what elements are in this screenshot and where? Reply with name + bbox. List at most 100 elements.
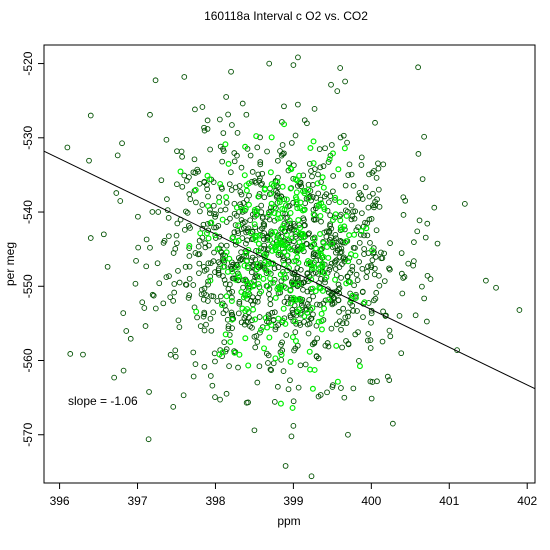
data-point <box>242 205 249 212</box>
data-point <box>244 237 251 244</box>
data-point <box>257 159 264 165</box>
data-point <box>292 318 299 325</box>
data-point <box>321 305 328 312</box>
data-point <box>380 161 387 168</box>
data-point <box>285 300 291 307</box>
data-point <box>173 232 180 239</box>
data-point <box>261 194 268 201</box>
data-point <box>282 463 289 469</box>
data-point <box>340 132 347 139</box>
data-point <box>279 206 286 213</box>
data-point <box>300 172 307 179</box>
data-point <box>365 263 371 270</box>
data-point <box>293 189 300 196</box>
data-point <box>192 250 199 256</box>
data-point <box>231 229 238 236</box>
data-point <box>349 267 356 273</box>
data-point <box>211 249 217 256</box>
data-point <box>268 190 275 197</box>
data-point <box>348 171 355 178</box>
data-point <box>287 358 294 365</box>
slope-annotation: slope = -1.06 <box>68 394 138 408</box>
y-tick-label: -520 <box>21 51 35 75</box>
data-point <box>283 332 290 338</box>
data-point <box>228 187 235 193</box>
data-point <box>210 202 217 209</box>
data-point <box>266 209 272 215</box>
y-tick-label: -540 <box>21 200 35 224</box>
data-point <box>338 274 344 281</box>
data-point <box>273 187 279 194</box>
data-point <box>516 307 523 313</box>
data-point <box>119 140 125 147</box>
data-point <box>200 313 207 320</box>
data-point <box>238 164 245 171</box>
data-point <box>289 306 296 313</box>
data-point <box>304 309 311 316</box>
data-point <box>239 206 246 213</box>
data-point <box>384 373 391 380</box>
data-point <box>267 366 274 373</box>
data-point <box>243 399 250 406</box>
data-point <box>288 226 295 233</box>
data-point <box>364 232 371 239</box>
data-point <box>299 230 306 237</box>
data-point <box>224 268 231 275</box>
data-point <box>205 260 212 267</box>
data-point <box>269 229 276 236</box>
data-point <box>297 224 304 231</box>
data-point <box>333 235 339 242</box>
x-tick-label: 398 <box>205 494 225 508</box>
data-point <box>235 230 242 237</box>
data-point <box>309 241 316 248</box>
data-point <box>295 54 301 61</box>
data-point <box>272 294 279 301</box>
data-point <box>172 353 179 360</box>
data-point <box>270 360 277 367</box>
data-point <box>293 199 300 206</box>
data-point <box>253 212 260 219</box>
data-point <box>229 325 235 331</box>
data-point <box>123 328 130 334</box>
data-point <box>294 254 301 261</box>
data-point <box>234 264 241 271</box>
data-point <box>149 209 156 215</box>
data-point <box>186 242 193 249</box>
data-point <box>365 204 372 211</box>
data-point <box>183 208 189 215</box>
data-point <box>342 182 349 189</box>
data-point <box>288 166 295 173</box>
data-point <box>171 289 178 296</box>
data-point <box>212 394 218 400</box>
data-point <box>242 143 249 150</box>
data-point <box>200 296 207 303</box>
data-point <box>236 300 243 307</box>
data-point <box>315 318 322 325</box>
data-point <box>338 248 345 255</box>
data-point <box>317 231 324 238</box>
data-point <box>337 134 344 141</box>
data-point <box>158 177 165 184</box>
data-point <box>231 349 238 356</box>
data-point <box>337 217 344 224</box>
data-point <box>287 209 294 216</box>
data-point <box>297 296 304 303</box>
data-point <box>434 240 441 247</box>
data-point <box>243 197 250 203</box>
data-point <box>399 270 405 277</box>
data-point <box>253 266 260 273</box>
data-point <box>217 293 224 300</box>
data-point <box>280 222 287 229</box>
data-point <box>351 215 358 222</box>
data-point <box>204 117 211 124</box>
dark-points-layer <box>64 54 523 480</box>
data-point <box>328 142 335 148</box>
data-point <box>294 205 301 212</box>
data-point <box>334 88 341 94</box>
data-point <box>212 213 218 220</box>
data-point <box>258 288 265 295</box>
data-point <box>297 266 304 273</box>
data-point <box>326 239 333 246</box>
data-point <box>207 273 214 280</box>
data-point <box>322 279 328 286</box>
